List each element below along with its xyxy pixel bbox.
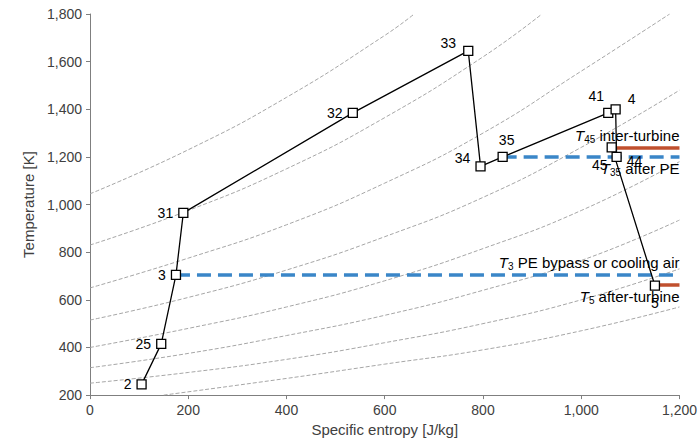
svg-text:32: 32 (327, 105, 343, 121)
svg-text:3: 3 (158, 267, 166, 283)
svg-text:25: 25 (136, 336, 152, 352)
svg-text:35: 35 (610, 167, 622, 179)
svg-text:5: 5 (589, 295, 595, 306)
svg-text:3: 3 (508, 261, 514, 272)
svg-text:after-turbine: after-turbine (594, 288, 679, 305)
svg-text:41: 41 (588, 88, 604, 104)
svg-text:400: 400 (275, 402, 299, 418)
svg-text:T: T (580, 288, 591, 305)
svg-text:1,200: 1,200 (662, 402, 697, 418)
svg-text:35: 35 (499, 132, 515, 148)
svg-text:34: 34 (455, 150, 471, 166)
svg-text:1,600: 1,600 (47, 54, 82, 70)
svg-text:T: T (499, 254, 510, 271)
svg-text:31: 31 (158, 205, 174, 221)
svg-text:after PE: after PE (621, 160, 680, 178)
svg-text:2: 2 (124, 376, 132, 392)
svg-text:1,200: 1,200 (47, 149, 82, 165)
svg-text:45: 45 (592, 157, 608, 173)
svg-text:800: 800 (59, 244, 83, 260)
svg-text:T: T (575, 127, 586, 144)
svg-text:1,800: 1,800 (47, 6, 82, 22)
svg-text:200: 200 (59, 387, 83, 403)
svg-text:0: 0 (86, 402, 94, 418)
svg-text:inter-turbine: inter-turbine (595, 127, 679, 144)
svg-text:33: 33 (441, 35, 457, 51)
svg-text:5: 5 (651, 295, 659, 311)
svg-text:1,000: 1,000 (564, 402, 599, 418)
svg-text:1,000: 1,000 (47, 197, 82, 213)
svg-text:600: 600 (59, 292, 83, 308)
svg-text:45: 45 (584, 134, 596, 145)
svg-text:Specific entropy [J/kg]: Specific entropy [J/kg] (311, 421, 458, 438)
svg-text:1,400: 1,400 (47, 101, 82, 117)
svg-text:PE bypass or cooling air: PE bypass or cooling air (514, 254, 680, 271)
svg-text:800: 800 (471, 402, 495, 418)
svg-text:Temperature [K]: Temperature [K] (20, 151, 37, 258)
svg-text:400: 400 (59, 339, 83, 355)
svg-text:600: 600 (373, 402, 397, 418)
svg-text:200: 200 (177, 402, 201, 418)
svg-text:44: 44 (627, 153, 643, 169)
svg-text:4: 4 (628, 91, 636, 107)
